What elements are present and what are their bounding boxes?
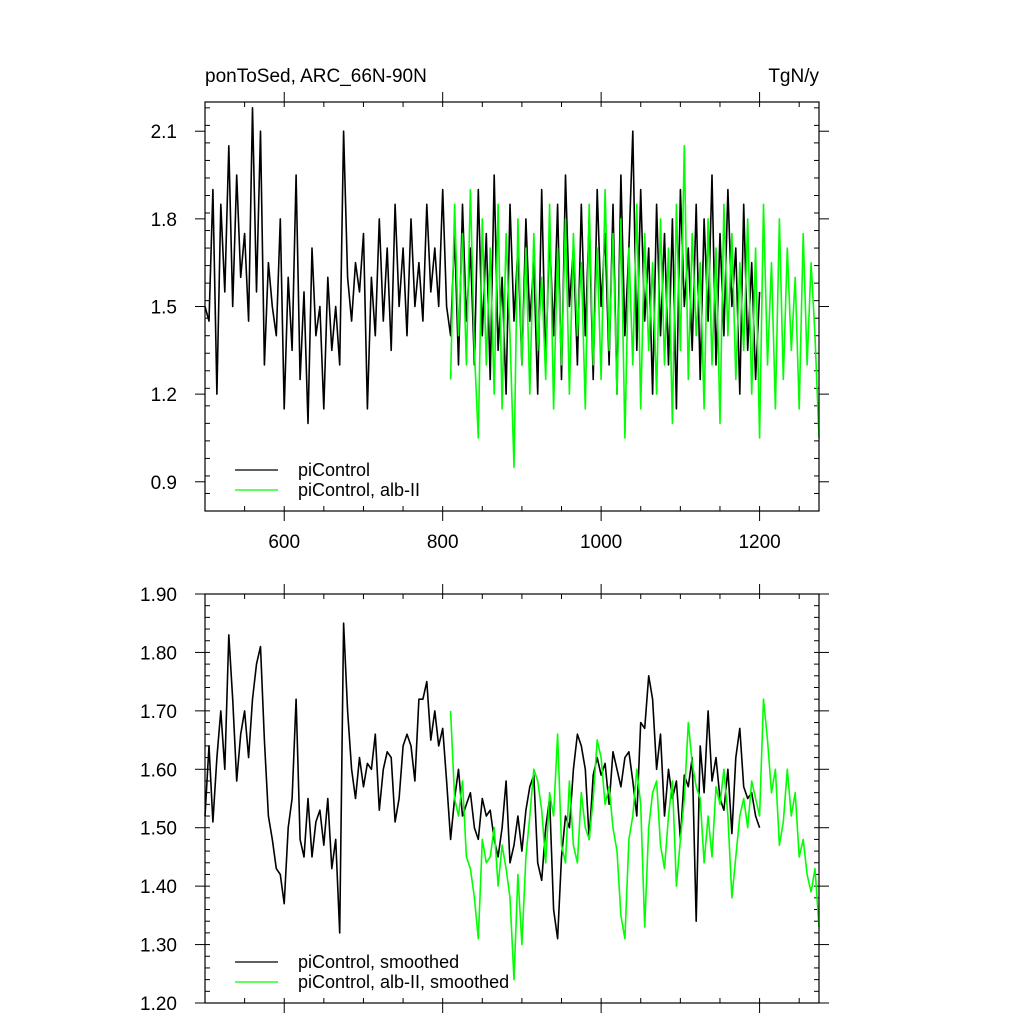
top-series [204,107,820,469]
bottom-legend: piControl, smoothed piControl, alb-II, s… [235,952,509,992]
y-tick-label: 1.30 [140,936,177,957]
top-axis-ticks: 600 800 1000 1200 0.9 1.2 1.5 1.8 2.1 [151,92,829,553]
top-title-left: ponToSed, ARC_66N-90N [205,66,427,87]
legend-label-picontrol: piControl [298,460,370,480]
x-tick-label: 1200 [738,532,780,553]
series-line-picontrol [204,622,761,940]
y-tick-label: 1.50 [140,819,177,840]
x-tick-label: 1000 [580,532,622,553]
bottom-plot-frame [204,593,820,1004]
y-tick-label: 0.9 [151,473,177,494]
x-tick-label: 800 [427,532,459,553]
y-tick-label: 1.2 [151,385,177,406]
legend-label-picontrol-smoothed: piControl, smoothed [298,952,459,972]
y-tick-label: 1.70 [140,702,177,723]
legend-label-alb: piControl, alb-II [298,480,420,500]
top-plot-frame [204,101,820,512]
series-line-picontrol [204,107,761,425]
y-tick-label: 1.40 [140,877,177,898]
bottom-series [204,622,820,981]
y-tick-label: 1.20 [140,994,177,1015]
x-tick-label: 600 [268,532,300,553]
y-tick-label: 1.60 [140,760,177,781]
y-tick-label: 1.8 [151,210,177,231]
y-tick-label: 2.1 [151,122,177,143]
legend-label-alb-smoothed: piControl, alb-II, smoothed [298,972,509,992]
series-line-alb-ii [449,145,820,469]
y-tick-label: 1.5 [151,298,177,319]
top-panel: ponToSed, ARC_66N-90N TgN/y 600 800 1000 12… [151,66,829,553]
top-title-right: TgN/y [768,66,819,87]
top-legend: piControl piControl, alb-II [235,460,420,500]
y-tick-label: 1.90 [140,585,177,606]
series-line-alb-ii [449,698,820,981]
bottom-panel: 1.20 1.30 1.40 1.50 1.60 1.70 1.80 1.90 piContr… [140,584,829,1015]
y-tick-label: 1.80 [140,643,177,664]
